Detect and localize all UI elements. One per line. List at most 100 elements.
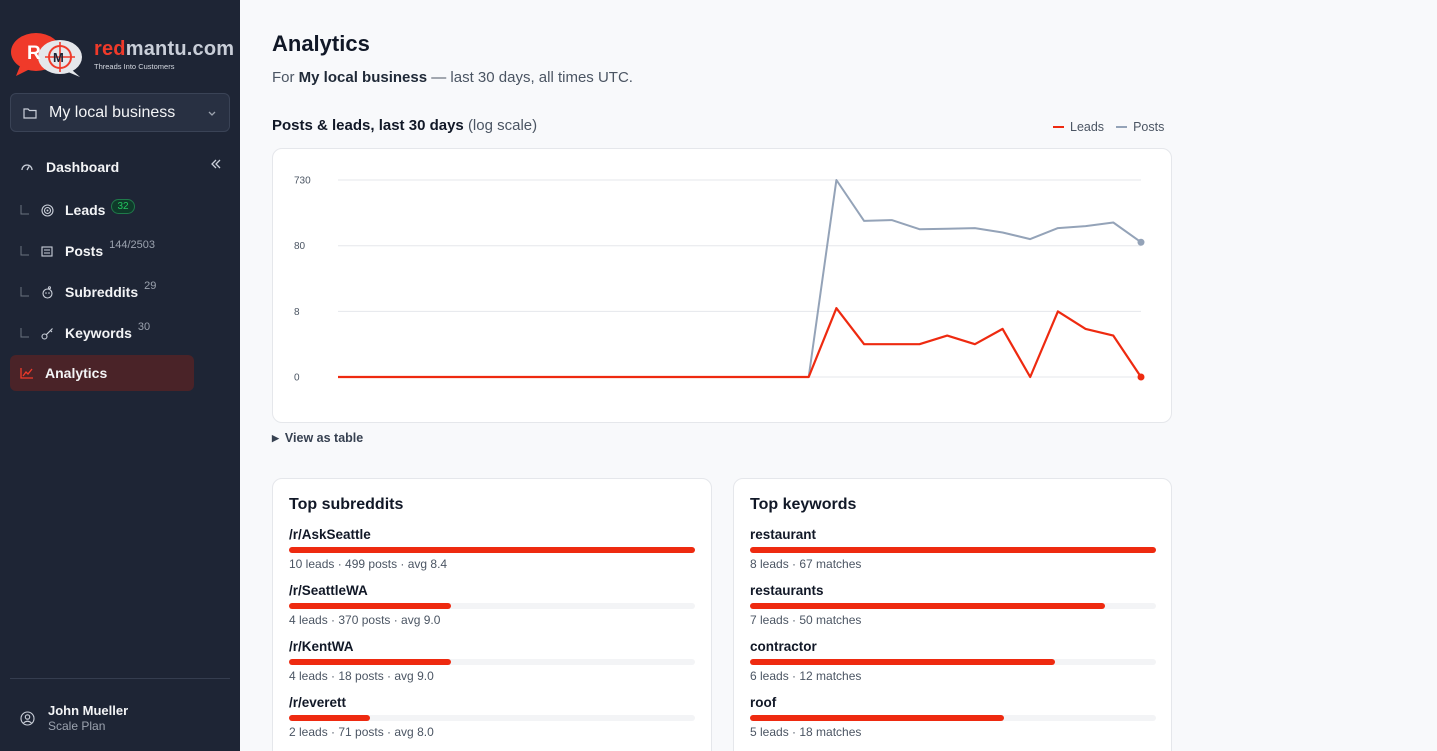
workspace-label: My local business bbox=[49, 103, 176, 121]
keywords-count: 30 bbox=[137, 321, 151, 333]
user-circle-icon bbox=[20, 710, 35, 726]
keyword-row[interactable]: contractor 6 leads · 12 matches bbox=[750, 639, 1157, 689]
sidebar-item-label: Dashboard bbox=[46, 159, 120, 175]
legend-swatch-leads bbox=[1053, 126, 1064, 128]
row-name: /r/AskSeattle bbox=[289, 527, 371, 542]
redmantu-logo-icon: R M bbox=[11, 33, 82, 77]
workspace-selector[interactable]: My local business bbox=[10, 93, 230, 132]
key-icon bbox=[41, 327, 53, 340]
share-bar-fill bbox=[750, 603, 1106, 609]
gauge-icon bbox=[21, 164, 33, 171]
y-tick-label: 730 bbox=[294, 176, 311, 187]
top-subreddits-panel: Top subreddits /r/AskSeattle 10 leads · 4… bbox=[272, 478, 712, 751]
sidebar-item-keywords[interactable]: Keywords 30 bbox=[20, 321, 220, 344]
share-bar-fill bbox=[289, 659, 452, 665]
share-bar-track bbox=[289, 547, 695, 553]
disclosure-triangle-icon: ▶ bbox=[272, 432, 279, 443]
share-bar-track bbox=[750, 659, 1156, 665]
chart-card: 730 80 8 0 bbox=[272, 148, 1172, 423]
keyword-row[interactable]: restaurant 8 leads · 67 matches bbox=[750, 527, 1157, 577]
sidebar-item-label: Keywords bbox=[65, 325, 132, 341]
sidebar-divider bbox=[10, 678, 230, 679]
share-bar-track bbox=[289, 603, 695, 609]
business-name: My local business bbox=[298, 69, 428, 86]
panel-title: Top subreddits bbox=[289, 496, 404, 513]
legend-item-leads: Leads bbox=[1053, 120, 1104, 134]
row-meta: 10 leads · 499 posts · avg 8.4 bbox=[289, 557, 448, 571]
sidebar-item-analytics[interactable]: Analytics bbox=[10, 355, 194, 391]
subreddit-row[interactable]: /r/KentWA 4 leads · 18 posts · avg 9.0 bbox=[289, 639, 696, 689]
newspaper-icon bbox=[41, 245, 53, 257]
share-bar-track bbox=[750, 715, 1156, 721]
share-bar-fill bbox=[289, 547, 695, 553]
share-bar-track bbox=[750, 547, 1156, 553]
chart-scale-note: (log scale) bbox=[467, 117, 538, 134]
sidebar-item-subreddits[interactable]: Subreddits 29 bbox=[20, 280, 220, 303]
tree-branch-icon bbox=[20, 328, 29, 338]
row-meta: 5 leads · 18 matches bbox=[750, 725, 862, 739]
sidebar-item-label: Analytics bbox=[45, 365, 108, 381]
user-profile[interactable]: John Mueller Scale Plan bbox=[20, 702, 230, 734]
legend-swatch-posts bbox=[1116, 126, 1128, 128]
share-bar-track bbox=[750, 603, 1156, 609]
share-bar-track bbox=[289, 715, 695, 721]
share-bar-track bbox=[289, 659, 695, 665]
sidebar-item-leads[interactable]: Leads 32 bbox=[20, 198, 220, 221]
top-keywords-panel: Top keywords restaurant 8 leads · 67 matc… bbox=[733, 478, 1172, 751]
view-as-table-toggle[interactable]: ▶ View as table bbox=[272, 431, 364, 445]
row-name: /r/everett bbox=[289, 695, 347, 710]
row-name: roof bbox=[750, 695, 777, 710]
sidebar-item-posts[interactable]: Posts 144/2503 bbox=[20, 239, 220, 262]
brand-name: redmantu.com bbox=[94, 38, 235, 60]
sidebar-item-label: Subreddits bbox=[65, 284, 139, 300]
brand-tagline: Threads Into Customers bbox=[94, 62, 175, 71]
brand-logo[interactable]: R M redmantu.com Threads Into Customers bbox=[10, 30, 235, 80]
series-line-leads bbox=[338, 307, 1142, 379]
panel-title: Top keywords bbox=[750, 496, 857, 513]
line-chart-icon bbox=[20, 368, 33, 379]
keyword-row[interactable]: roof 5 leads · 18 matches bbox=[750, 695, 1157, 745]
page-title: Analytics bbox=[272, 31, 370, 56]
collapse-sidebar-icon[interactable] bbox=[210, 158, 222, 170]
user-plan: Scale Plan bbox=[48, 719, 106, 733]
user-name: John Mueller bbox=[48, 703, 129, 718]
row-meta: 4 leads · 370 posts · avg 9.0 bbox=[289, 613, 441, 627]
share-bar-fill bbox=[289, 603, 452, 609]
target-icon bbox=[41, 203, 54, 217]
subreddit-row[interactable]: /r/everett 2 leads · 71 posts · avg 8.0 bbox=[289, 695, 696, 745]
row-name: restaurant bbox=[750, 527, 817, 542]
tree-branch-icon bbox=[20, 205, 29, 215]
svg-text:R: R bbox=[27, 43, 41, 64]
row-meta: 8 leads · 67 matches bbox=[750, 557, 862, 571]
chart-legend: Leads Posts bbox=[1053, 120, 1176, 134]
y-tick-label: 0 bbox=[294, 373, 300, 384]
share-bar-fill bbox=[750, 659, 1055, 665]
sidebar-item-dashboard[interactable]: Dashboard bbox=[20, 156, 230, 178]
row-meta: 4 leads · 18 posts · avg 9.0 bbox=[289, 669, 434, 683]
legend-item-posts: Posts bbox=[1116, 120, 1164, 134]
leads-count-badge: 32 bbox=[111, 198, 135, 214]
row-name: restaurants bbox=[750, 583, 824, 598]
tree-branch-icon bbox=[20, 246, 29, 256]
row-meta: 6 leads · 12 matches bbox=[750, 669, 862, 683]
y-tick-label: 80 bbox=[294, 241, 306, 252]
chevron-down-icon bbox=[208, 111, 216, 116]
share-bar-fill bbox=[750, 715, 1004, 721]
y-tick-label: 8 bbox=[294, 307, 300, 318]
sidebar-item-label: Leads bbox=[65, 202, 106, 218]
tree-branch-icon bbox=[20, 287, 29, 297]
keyword-row[interactable]: restaurants 7 leads · 50 matches bbox=[750, 583, 1157, 633]
subreddits-count: 29 bbox=[144, 280, 157, 292]
sidebar-item-label: Posts bbox=[65, 243, 104, 259]
share-bar-fill bbox=[750, 547, 1156, 553]
row-meta: 7 leads · 50 matches bbox=[750, 613, 862, 627]
subreddit-row[interactable]: /r/SeattleWA 4 leads · 370 posts · avg 9.… bbox=[289, 583, 696, 633]
folder-icon bbox=[23, 107, 37, 119]
series-line-posts bbox=[338, 179, 1142, 378]
series-endpoint-leads bbox=[1137, 373, 1145, 381]
sidebar: R M redmantu.com Threads Into Customers … bbox=[0, 0, 240, 751]
row-name: /r/SeattleWA bbox=[289, 583, 368, 598]
reddit-alien-icon bbox=[42, 285, 53, 299]
subreddit-row[interactable]: /r/AskSeattle 10 leads · 499 posts · avg … bbox=[289, 527, 696, 577]
